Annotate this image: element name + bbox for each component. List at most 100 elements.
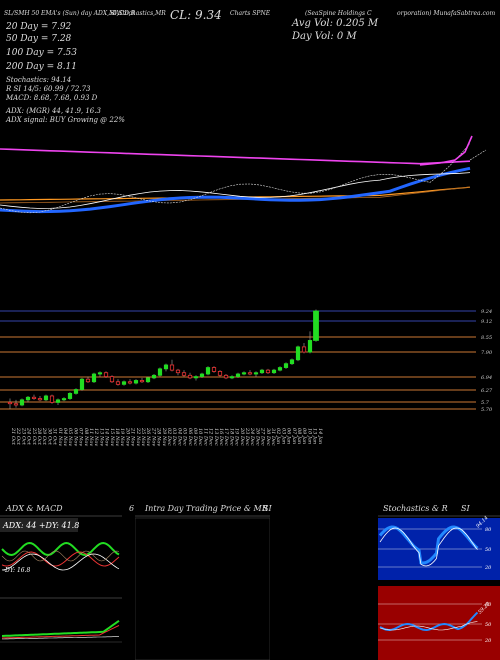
candle — [229, 376, 235, 379]
date-label: 19 Nov — [119, 428, 125, 446]
candle — [235, 373, 241, 377]
adx-macd-panel: ADX: 44 +DY: 41.8 -DY: 16.8 — [0, 514, 122, 660]
price-level-label: 9.24 — [481, 309, 492, 315]
date-label: 17 Dec — [223, 428, 229, 446]
price-level-label: 8.55 — [481, 335, 492, 341]
stoch-tick-label: 80 — [485, 527, 492, 533]
adx-aux-line — [1, 550, 120, 562]
adx-value-box — [0, 518, 78, 532]
date-label: 10 Jan — [306, 428, 312, 444]
candle — [301, 346, 307, 353]
date-label: 31 Oct — [52, 428, 58, 446]
intra-frame — [135, 517, 270, 660]
adx-line — [1, 553, 120, 571]
candle — [109, 376, 115, 383]
date-label: 06 Nov — [72, 428, 78, 446]
ma200-line — [0, 148, 471, 165]
adx-label: ADX: (MGR) 44, 41.9, 16.3 — [6, 107, 101, 115]
stoch-d-line — [379, 527, 478, 567]
candle — [115, 381, 121, 385]
date-label: 24 Oct — [26, 427, 32, 446]
candle — [247, 372, 253, 375]
minus-di-line — [1, 551, 120, 567]
date-label: 06 Jan — [286, 428, 292, 444]
date-label: 08 Jan — [296, 428, 302, 444]
stoch-tick-label: 50 — [485, 547, 492, 553]
date-label: 28 Nov — [156, 427, 162, 446]
avg-volume: Avg Vol: 0.205 M — [292, 18, 379, 29]
price-spike-line — [419, 135, 473, 166]
header-company: (SeaSpine Holdings C — [305, 10, 372, 17]
date-label: 14 Jan — [317, 428, 323, 444]
intra-panel-six: 6 — [129, 504, 135, 513]
candle — [97, 372, 103, 375]
price-level-label: 5.7 — [481, 400, 490, 406]
date-label: 06 Dec — [187, 428, 193, 446]
date-label: 29 Nov — [161, 427, 167, 446]
date-label: 18 Dec — [228, 428, 234, 446]
candle — [193, 376, 199, 379]
rsi-label: R SI 14/5: 60.99 / 72.73 — [6, 85, 91, 93]
date-label: 21 Nov — [130, 427, 136, 446]
price-trace-tail — [469, 149, 487, 161]
macd-hist-line — [2, 636, 119, 640]
candle — [73, 389, 79, 394]
ma100-label: 100 Day = 7.53 — [6, 48, 78, 58]
date-label: 04 Dec — [176, 428, 182, 446]
date-label: 07 Jan — [291, 428, 297, 444]
intra-panel-title: Intra Day Trading Price & MR — [145, 504, 268, 513]
adx-minus-label: -DY: 16.8 — [3, 567, 31, 574]
candle — [253, 372, 259, 375]
date-label: 30 Dec — [265, 428, 271, 446]
date-label: 12 Dec — [208, 428, 214, 446]
ma20-line — [0, 166, 471, 214]
date-label: 12 Nov — [93, 428, 99, 446]
candle — [13, 403, 19, 406]
date-label: 27 Nov — [150, 427, 156, 446]
date-label: 13 Nov — [98, 428, 104, 446]
candle — [169, 364, 175, 371]
candle — [25, 396, 31, 401]
candle — [313, 310, 319, 341]
ma200-label: 200 Day = 8.11 — [6, 62, 78, 72]
rsi-tick-label: 20 — [484, 638, 492, 644]
candle — [181, 372, 187, 376]
candle — [175, 369, 181, 374]
date-label: 22 Oct — [15, 427, 21, 446]
date-label: 10 Dec — [197, 428, 203, 446]
candle — [187, 374, 193, 379]
header-indicators: SI,Stochastics,MR — [110, 10, 166, 17]
candle — [103, 372, 109, 377]
ma50-label: 50 Day = 7.28 — [6, 34, 72, 44]
stochastics-label: Stochastics: 94.14 — [6, 76, 72, 84]
candle — [145, 377, 151, 383]
ma20-label: 20 Day = 7.92 — [6, 22, 72, 32]
candle — [271, 369, 277, 374]
date-label: 29 Oct — [41, 427, 47, 446]
macd-signal-line — [1, 624, 120, 639]
candle — [265, 369, 271, 374]
date-label: 25 Nov — [140, 427, 146, 446]
stoch-panel-title: Stochastics & R — [383, 504, 448, 513]
date-label: 26 Nov — [145, 427, 151, 446]
date-label: 05 Dec — [182, 428, 188, 446]
date-label: 02 Jan — [275, 428, 281, 444]
candle — [7, 402, 13, 405]
date-label: 26 Dec — [254, 427, 260, 446]
date-label: 27 Dec — [260, 427, 266, 446]
ma50-line — [0, 172, 471, 209]
price-level-label: 6.27 — [481, 388, 493, 394]
price-level-label: 9.12 — [481, 319, 492, 325]
price-level-label: 5.70 — [481, 407, 493, 413]
rsi-signal-line — [379, 621, 478, 631]
date-label: 22 Nov — [135, 427, 141, 446]
candle — [151, 374, 157, 379]
date-label: 05 Nov — [67, 428, 73, 446]
intra-panel-si: SI — [263, 504, 272, 513]
candle — [121, 381, 127, 385]
date-label: 13 Jan — [312, 428, 318, 444]
candle — [163, 364, 169, 370]
date-label: 24 Dec — [249, 427, 255, 446]
header-company-tail: orporation) MunafaSabtrea.com — [397, 10, 496, 17]
candle — [31, 396, 37, 399]
